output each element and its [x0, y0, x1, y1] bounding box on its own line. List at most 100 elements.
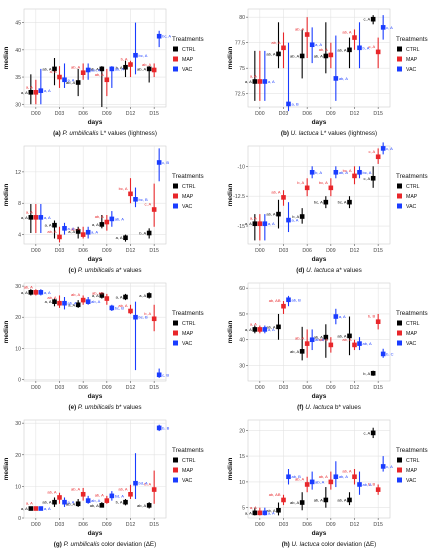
caption-species: U. lactuca [305, 404, 335, 411]
x-tick-label: D15 [373, 248, 383, 254]
legend-label: MAP [182, 57, 194, 63]
data-point [99, 503, 105, 508]
data-label: ab, A [337, 47, 346, 52]
data-point [357, 169, 362, 175]
x-tick-label: D15 [373, 385, 383, 391]
x-tick-label: D09 [102, 111, 112, 117]
data-label: ab, AB [269, 492, 281, 497]
caption-rest: values [343, 404, 361, 411]
data-point [156, 33, 162, 39]
data-point [156, 425, 162, 431]
caption-rest: values [123, 267, 141, 274]
data-label: a, A [339, 314, 346, 319]
data-point [328, 185, 334, 191]
data-point [57, 495, 62, 500]
data-label: c, A [363, 176, 370, 181]
data-label: ab, AB [269, 298, 281, 303]
legend-swatch [397, 340, 402, 346]
data-label: a, A [68, 500, 75, 505]
legend-swatch [173, 340, 178, 346]
figure-caption: (h) U. lactuca color deviation (ΔE) [282, 541, 377, 548]
data-point [352, 342, 357, 348]
data-point [352, 35, 357, 40]
data-point [375, 487, 381, 492]
x-tick-label: D12 [350, 111, 360, 117]
data-label: a, A [268, 327, 275, 332]
legend-label: CTRL [406, 458, 420, 464]
x-tick-label: D00 [31, 248, 41, 254]
data-label: ab, A [118, 486, 127, 491]
data-label: ab, A [342, 30, 351, 35]
legend-title: Treatments [172, 310, 204, 317]
data-label: ab, A [47, 295, 56, 300]
data-label: a, A [315, 42, 322, 47]
x-tick-label: D12 [126, 111, 136, 117]
data-label: ab, A [337, 333, 346, 338]
x-tick-label: D06 [78, 522, 88, 528]
data-label: b, B [368, 314, 375, 319]
data-point [286, 217, 291, 223]
data-point [75, 501, 81, 507]
data-point [323, 334, 329, 340]
data-label: ab, A [290, 53, 299, 58]
data-point [85, 498, 91, 503]
data-label: a, A [44, 506, 51, 511]
data-point [109, 216, 115, 222]
data-point [57, 74, 62, 80]
data-point [156, 160, 162, 165]
data-point [33, 290, 39, 295]
data-point [123, 64, 128, 70]
x-tick-label: D06 [78, 385, 88, 391]
data-label: ab, A [91, 67, 100, 72]
data-label: a, A [26, 209, 33, 214]
data-label: ab, A [266, 212, 275, 217]
figure-caption: (g) P. umbilicalis color deviation (ΔE) [54, 541, 156, 548]
data-point [109, 493, 115, 499]
x-tick-label: D09 [326, 522, 336, 528]
data-label: ab, A [47, 489, 56, 494]
data-point [128, 491, 133, 497]
data-point [347, 199, 352, 205]
data-point [375, 154, 381, 160]
x-tick-label: D00 [255, 248, 265, 254]
data-label: a, A [250, 321, 257, 326]
figure-caption: (a) P. umbilicalis L* values (lightness) [53, 130, 157, 137]
data-point [80, 491, 86, 497]
x-tick-label: D03 [55, 385, 65, 391]
x-axis-title: days [312, 530, 327, 537]
data-point [281, 497, 286, 503]
x-tick-label: D15 [373, 522, 383, 528]
chart-panel-d: -15 -12.5 -10 D00 D03 D06 D09 D12 D15 median days a… [227, 142, 428, 274]
data-label: ab, A [266, 508, 275, 513]
data-label: a, A [139, 293, 146, 298]
legend-label: MAP [406, 468, 418, 474]
data-point [323, 53, 329, 59]
y-tick-label: 50 [239, 312, 245, 318]
data-label: bc, A [319, 180, 328, 185]
data-label: ab, A [363, 482, 372, 487]
data-label: ab, A [271, 40, 280, 45]
data-label: bc, A [314, 200, 323, 205]
data-label: a, A [68, 229, 75, 234]
data-point [128, 62, 133, 67]
data-point [75, 302, 81, 308]
data-label: ab, A [66, 80, 75, 85]
data-label: a, A [268, 221, 275, 226]
data-label: b, A [144, 482, 151, 487]
y-axis-title: median [227, 47, 234, 70]
legend-label: VAC [406, 478, 417, 484]
y-tick-label: 4 [18, 233, 21, 239]
x-tick-label: D00 [255, 111, 265, 117]
data-point [151, 67, 157, 73]
x-tick-label: D09 [102, 248, 112, 254]
data-label: a, A [245, 221, 252, 226]
x-axis-title: days [88, 256, 103, 263]
data-label: ab, A [290, 349, 299, 354]
legend-label: VAC [406, 67, 417, 73]
data-point [357, 482, 362, 487]
x-tick-label: D15 [149, 248, 159, 254]
y-tick-label: 15 [239, 454, 245, 460]
data-point [146, 66, 152, 72]
x-tick-label: D03 [279, 522, 289, 528]
